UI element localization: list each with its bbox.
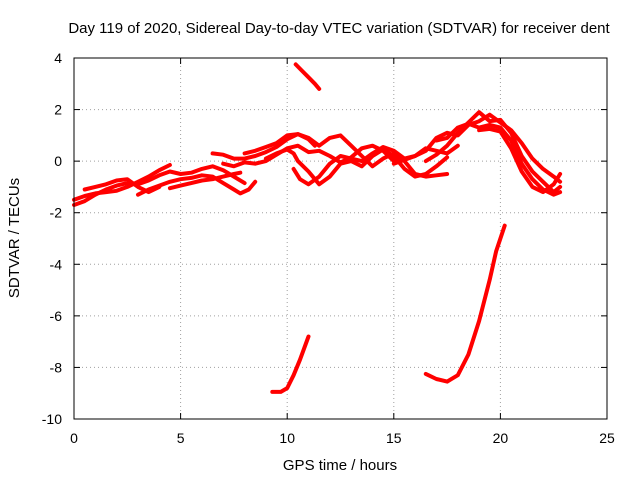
chart-title: Day 119 of 2020, Sidereal Day-to-day VTE… [68,20,610,37]
series-track-e [167,170,243,191]
grid-lines [74,58,607,419]
plot-frame [73,57,608,420]
x-tick-label: 10 [279,430,295,446]
y-tick-label: -6 [50,308,63,324]
series-track-o [293,62,322,91]
series-track-i [263,147,450,187]
series-track-m [434,121,563,197]
y-tick-label: 0 [54,153,62,169]
y-tick-label: -10 [42,411,62,427]
x-tick-label: 15 [386,430,402,446]
y-tick-label: 2 [54,102,62,118]
series-track-k [391,112,563,184]
series-track-n [477,126,563,195]
y-axis-label: SDTVAR / TECUs [6,178,23,298]
axis-ticks: 0 5 10 15 20 25 -10 -8 -6 -4 -2 0 2 4 [42,50,615,446]
series-track-q [423,223,507,384]
x-tick-label: 0 [70,430,78,446]
series-track-p [270,334,311,394]
series-track-h [242,132,450,179]
x-tick-label: 5 [177,430,185,446]
y-tick-label: -2 [50,205,63,221]
series-track-d [136,173,258,197]
x-tick-label: 25 [599,430,615,446]
x-tick-label: 20 [493,430,509,446]
y-tick-label: -8 [50,359,63,375]
y-tick-label: -4 [50,256,63,272]
x-axis-label: GPS time / hours [283,457,397,474]
series-track-b [72,163,172,202]
series-group [72,62,563,394]
series-track-g [221,143,396,169]
y-tick-label: 4 [54,50,62,66]
series-track-l [423,110,563,195]
